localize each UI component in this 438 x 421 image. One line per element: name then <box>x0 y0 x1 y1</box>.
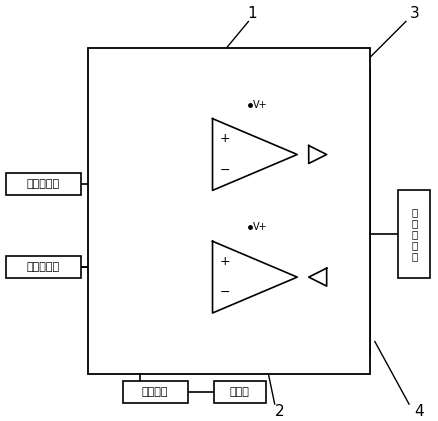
Bar <box>6 173 81 195</box>
Text: +: + <box>219 255 230 268</box>
Bar <box>214 381 266 403</box>
Bar <box>399 190 430 278</box>
Text: 直流电端口: 直流电端口 <box>27 262 60 272</box>
Text: 4: 4 <box>414 404 424 419</box>
Text: 电
源
输
出
端: 电 源 输 出 端 <box>411 208 417 261</box>
Text: −: − <box>219 286 230 299</box>
Bar <box>88 48 370 374</box>
Text: 1: 1 <box>247 6 257 21</box>
Bar <box>123 381 187 403</box>
Text: 交流电端口: 交流电端口 <box>27 179 60 189</box>
Bar <box>6 256 81 278</box>
Text: −: − <box>219 164 230 177</box>
Text: 升压电路: 升压电路 <box>142 387 169 397</box>
Text: V+: V+ <box>253 100 268 109</box>
Text: 2: 2 <box>275 404 285 419</box>
Text: +: + <box>219 132 230 145</box>
Text: V+: V+ <box>253 222 268 232</box>
Text: 逆变器: 逆变器 <box>230 387 250 397</box>
Text: 3: 3 <box>410 6 419 21</box>
